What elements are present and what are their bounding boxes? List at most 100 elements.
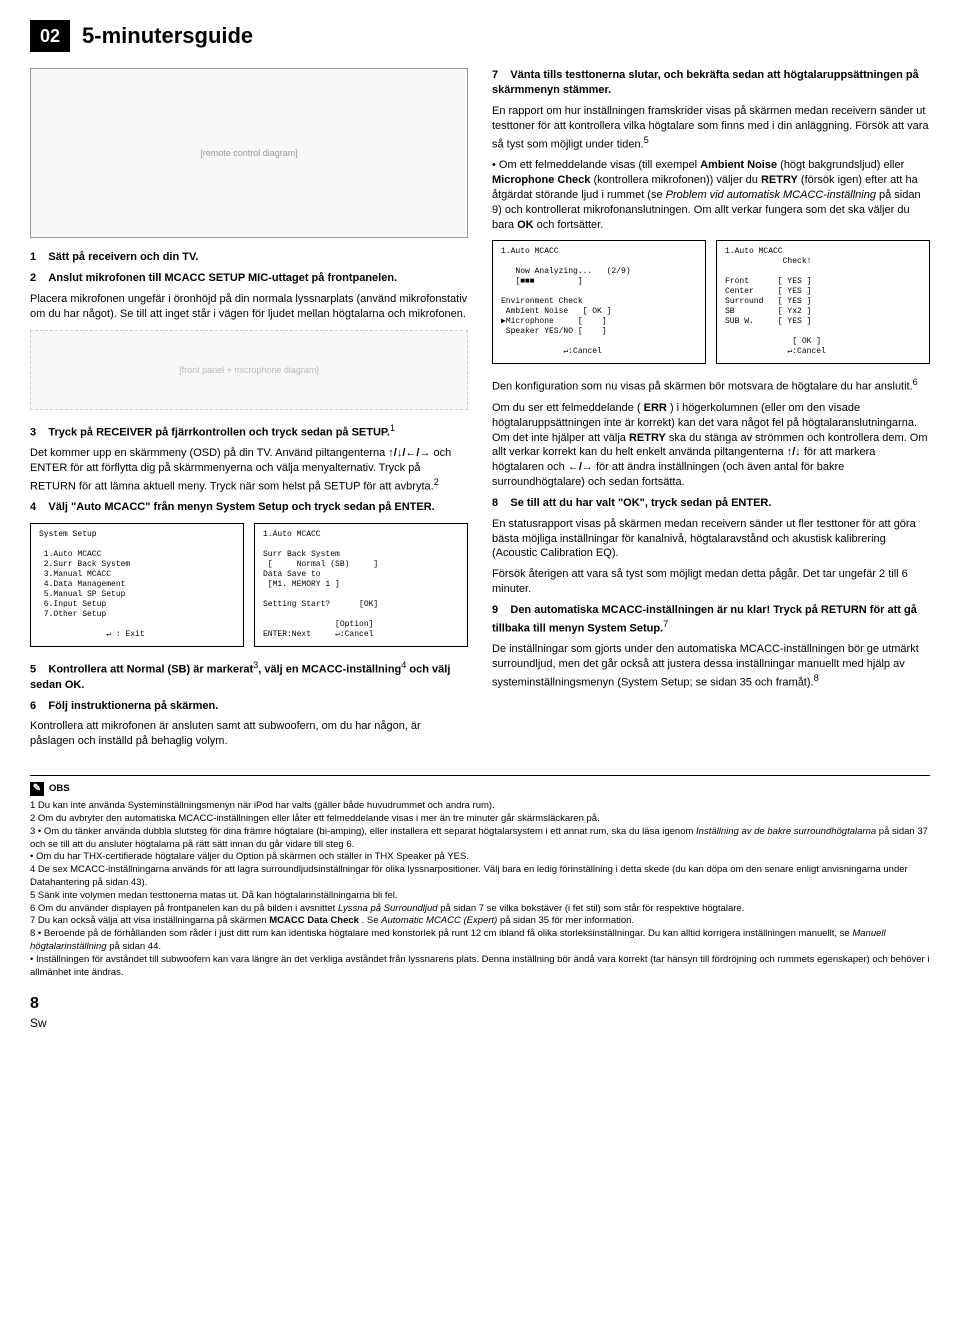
- obs-n3: 3 • Om du tänker använda dubbla slutsteg…: [30, 826, 930, 852]
- step-1: 1 Sätt på receivern och din TV.: [30, 250, 468, 265]
- arrows-updownleftright: ↑/↓/←/→: [388, 447, 430, 459]
- b1k: och fortsätter.: [537, 219, 604, 231]
- obs-section: ✎ OBS 1 Du kan inte använda Systeminstäl…: [30, 775, 930, 979]
- step-9-num: 9: [492, 604, 498, 616]
- step-3-num: 3: [30, 426, 36, 438]
- obs-n4: 4 De sex MCACC-inställningarna används f…: [30, 864, 930, 890]
- arrows-updown: ↑/↓: [787, 446, 801, 458]
- s7p3a: Om du ser ett felmeddelande (: [492, 402, 641, 414]
- page-title: 5-minutersguide: [82, 21, 253, 51]
- step-8: 8 Se till att du har valt "OK", tryck se…: [492, 496, 930, 511]
- note-icon: ✎: [30, 782, 44, 796]
- obs-n1: 1 Du kan inte använda Systeminställnings…: [30, 800, 930, 813]
- step-4: 4 Välj "Auto MCACC" från menyn System Se…: [30, 500, 468, 515]
- step-3-body: Det kommer upp en skärmmeny (OSD) på din…: [30, 446, 468, 494]
- osd-check: 1.Auto MCACC Check! Front [ YES ] Center…: [716, 240, 930, 364]
- obs-n8d: • Inställningen för avståndet till subwo…: [30, 954, 930, 980]
- s9ba: De inställningar som gjorts under den au…: [492, 643, 919, 688]
- obs-n3d: • Om du har THX-certifierade högtalare v…: [30, 851, 930, 864]
- step-7-sup: 5: [644, 135, 649, 145]
- obs-n2: 2 Om du avbryter den automatiska MCACC-i…: [30, 813, 930, 826]
- step-6-body: Kontrollera att mikrofonen är ansluten s…: [30, 719, 468, 749]
- n7c: . Se: [362, 915, 382, 926]
- step-9-sup2: 8: [814, 673, 819, 683]
- arrows-leftright: ←/→: [568, 461, 593, 473]
- step-3-sup2: 2: [434, 477, 439, 487]
- step-7-title: Vänta tills testtonerna slutar, och bekr…: [492, 69, 919, 96]
- obs-label: OBS: [49, 783, 70, 796]
- s7p2sup: 6: [913, 377, 918, 387]
- n6c: på sidan 7 se vilka bokstäver (i fet sti…: [440, 903, 744, 914]
- step-7-body: En rapport om hur inställningen framskri…: [492, 104, 930, 152]
- remote-diagram: [remote control diagram]: [30, 68, 468, 238]
- step-5-num: 5: [30, 664, 36, 676]
- b1e: (kontrollera mikrofonen)) väljer du: [593, 174, 761, 186]
- obs-title: ✎ OBS: [30, 782, 70, 796]
- step-8-body: En statusrapport visas på skärmen medan …: [492, 517, 930, 562]
- step-9: 9 Den automatiska MCACC-inställningen är…: [492, 603, 930, 636]
- step-2-num: 2: [30, 272, 36, 284]
- osd-row-2: 1.Auto MCACC Now Analyzing... (2/9) [■■■…: [492, 240, 930, 364]
- n3b: Inställning av de bakre surroundhögtalar…: [696, 826, 876, 837]
- osd-row-1: System Setup 1.Auto MCACC 2.Surr Back Sy…: [30, 523, 468, 647]
- page-lang: Sw: [30, 1015, 930, 1031]
- step-8-title: Se till att du har valt "OK", tryck seda…: [510, 497, 771, 509]
- n7e: på sidan 35 för mer information.: [500, 915, 634, 926]
- step-6-title: Följ instruktionerna på skärmen.: [48, 700, 218, 712]
- step-9-body: De inställningar som gjorts under den au…: [492, 642, 930, 690]
- step-3: 3 Tryck på RECEIVER på fjärrkontrollen o…: [30, 422, 468, 441]
- step-2-body: Placera mikrofonen ungefär i öronhöjd på…: [30, 292, 468, 322]
- step-7-num: 7: [492, 69, 498, 81]
- step-3-title: Tryck på RECEIVER på fjärrkontrollen och…: [48, 426, 390, 438]
- b1c: (högt bakgrundsljud) eller: [780, 159, 904, 171]
- b1h: Problem vid automatisk MCACC-inställning: [666, 189, 876, 201]
- n7d: Automatic MCACC (Expert): [381, 915, 497, 926]
- s7p3b: ERR: [644, 402, 667, 414]
- step-5-title-b: , välj en MCACC-inställning: [258, 664, 401, 676]
- step-6: 6 Följ instruktionerna på skärmen.: [30, 699, 468, 714]
- b1d: Microphone Check: [492, 174, 590, 186]
- step-3-body-a: Det kommer upp en skärmmeny (OSD) på din…: [30, 447, 388, 459]
- s7p3d: RETRY: [629, 432, 666, 444]
- step-7-p2: Den konfiguration som nu visas på skärme…: [492, 376, 930, 395]
- step-3-sup: 1: [390, 423, 395, 433]
- step-1-num: 1: [30, 251, 36, 263]
- step-9-sup: 7: [663, 619, 668, 629]
- page-number: 8: [30, 993, 930, 1015]
- step-2: 2 Anslut mikrofonen till MCACC SETUP MIC…: [30, 271, 468, 286]
- obs-n7: 7 Du kan också välja att visa inställnin…: [30, 915, 930, 928]
- s7p2a: Den konfiguration som nu visas på skärme…: [492, 381, 913, 393]
- step-8-body2: Försök återigen att vara så tyst som möj…: [492, 567, 930, 597]
- step-4-num: 4: [30, 501, 36, 513]
- step-5-title-a: Kontrollera att Normal (SB) är markerat: [48, 664, 253, 676]
- b1f: RETRY: [761, 174, 798, 186]
- osd-analyzing: 1.Auto MCACC Now Analyzing... (2/9) [■■■…: [492, 240, 706, 364]
- b1a: Om ett felmeddelande visas (till exempel: [499, 159, 700, 171]
- step-7-body-a: En rapport om hur inställningen framskri…: [492, 105, 929, 150]
- obs-n5: 5 Sänk inte volymen medan testtonerna ma…: [30, 890, 930, 903]
- step-8-num: 8: [492, 497, 498, 509]
- obs-n8: 8 • Beroende på de förhållanden som råde…: [30, 928, 930, 954]
- b1b: Ambient Noise: [700, 159, 777, 171]
- b1j: OK: [517, 219, 534, 231]
- mic-diagram: [front panel + microphone diagram]: [30, 330, 468, 410]
- step-4-title: Välj "Auto MCACC" från menyn System Setu…: [48, 501, 434, 513]
- obs-n6: 6 Om du använder displayen på frontpanel…: [30, 903, 930, 916]
- n6a: 6 Om du använder displayen på frontpanel…: [30, 903, 338, 914]
- chapter-badge: 02: [30, 20, 70, 52]
- osd-auto-mcacc: 1.Auto MCACC Surr Back System [ Normal (…: [254, 523, 468, 647]
- n3a: 3 • Om du tänker använda dubbla slutsteg…: [30, 826, 696, 837]
- n8a: 8 • Beroende på de förhållanden som råde…: [30, 928, 852, 939]
- step-7-bullets: Om ett felmeddelande visas (till exempel…: [492, 158, 930, 232]
- n6b: Lyssna på Surroundljud: [338, 903, 438, 914]
- step-2-title: Anslut mikrofonen till MCACC SETUP MIC-u…: [48, 272, 397, 284]
- osd-system-setup: System Setup 1.Auto MCACC 2.Surr Back Sy…: [30, 523, 244, 647]
- step-7-p3: Om du ser ett felmeddelande ( ERR ) i hö…: [492, 401, 930, 490]
- bullet-ambient-noise: Om ett felmeddelande visas (till exempel…: [492, 158, 930, 232]
- step-9-title: Den automatiska MCACC-inställningen är n…: [492, 604, 917, 635]
- step-1-title: Sätt på receivern och din TV.: [48, 251, 198, 263]
- n7b: MCACC Data Check: [269, 915, 359, 926]
- page-footer: 8 Sw: [30, 993, 930, 1031]
- n7a: 7 Du kan också välja att visa inställnin…: [30, 915, 269, 926]
- step-5: 5 Kontrollera att Normal (SB) är markera…: [30, 659, 468, 692]
